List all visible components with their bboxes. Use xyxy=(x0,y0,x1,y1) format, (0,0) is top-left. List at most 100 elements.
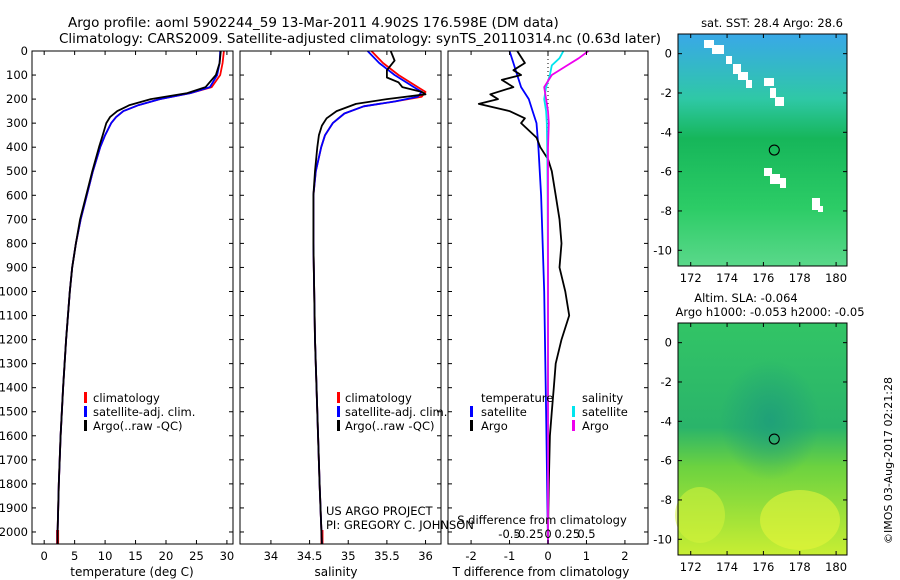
depth-tick-label: 1000 xyxy=(0,284,28,298)
x-tick-label: 34 xyxy=(264,549,279,563)
map-lat-label: -6 xyxy=(661,165,672,179)
depth-tick-label: 700 xyxy=(6,212,28,226)
depth-tick-label: 2000 xyxy=(0,525,28,539)
legend-swatch-argo xyxy=(84,420,87,431)
map-lat-label: -10 xyxy=(653,532,672,546)
sst-map-field xyxy=(678,34,847,266)
legend-title-salinity: salinity xyxy=(582,391,623,405)
salinity-tick-label: -0.5 xyxy=(498,527,520,541)
legend-swatch-sal-satellite xyxy=(572,406,575,417)
legend-swatch-temp-argo xyxy=(470,420,473,431)
series-line-climatology xyxy=(312,50,427,545)
map-lon-label: 176 xyxy=(752,271,774,285)
temperature-panel-frame xyxy=(31,50,234,545)
depth-tick-label: 1300 xyxy=(0,357,28,371)
depth-tick-label: 100 xyxy=(6,68,28,82)
sst-map-title: sat. SST: 28.4 Argo: 28.6 xyxy=(701,16,843,30)
map-lon-label: 180 xyxy=(825,560,847,574)
map-lat-label: -4 xyxy=(661,414,672,428)
sla-map-title-line2: Argo h1000: -0.053 h2000: -0.05 xyxy=(675,305,864,319)
depth-tick-label: 800 xyxy=(6,236,28,250)
legend-label-satellite: satellite-adj. clim. xyxy=(345,405,447,419)
depth-tick-label: 1200 xyxy=(0,333,28,347)
depth-tick-label: 1100 xyxy=(0,309,28,323)
map-lat-label: -4 xyxy=(661,125,672,139)
temperature-panel: 0 5 10 15 20 25 30 temperature (deg C) climato… xyxy=(31,50,235,579)
legend-swatch-satellite xyxy=(84,406,87,417)
depth-tick-label: 400 xyxy=(6,140,28,154)
map-lon-label: 176 xyxy=(752,560,774,574)
map-lat-label: -10 xyxy=(653,243,672,257)
depth-tick-label: 900 xyxy=(6,260,28,274)
x-tick-label: 35 xyxy=(341,549,356,563)
x-tick-label: -2 xyxy=(465,549,476,563)
x-tick-label: 0 xyxy=(41,549,48,563)
map-lat-label: 0 xyxy=(665,336,672,350)
sst-map: sat. SST: 28.4 Argo: 28.6 172 174 176 178 18… xyxy=(653,16,848,285)
x-tick-label: 36 xyxy=(418,549,433,563)
depth-tick-label: 0 xyxy=(21,44,28,58)
series-line-argo-raw-qc xyxy=(56,50,222,544)
legend-label-satellite: satellite-adj. clim. xyxy=(93,405,195,419)
salinity-xlabel: salinity xyxy=(314,565,357,579)
x-tick-label: 20 xyxy=(159,549,174,563)
salinity-panel: 34 34.5 35 35.5 36 salinity climatology sate… xyxy=(239,50,474,579)
x-tick-label: 1 xyxy=(583,549,590,563)
legend-swatch-argo xyxy=(337,420,340,431)
map-lon-label: 172 xyxy=(680,271,702,285)
header-title-line1: Argo profile: aoml 5902244_59 13-Mar-201… xyxy=(68,15,559,31)
sla-high-anomaly xyxy=(675,487,725,543)
sla-low-anomaly xyxy=(720,360,820,480)
cloud-mask-patches xyxy=(704,40,823,212)
map-lat-label: -6 xyxy=(661,454,672,468)
salinity-tick-label: 0.5 xyxy=(577,527,595,541)
map-lat-label: -8 xyxy=(661,204,672,218)
legend-title-temperature: temperature xyxy=(481,391,553,405)
header-title-line2: Climatology: CARS2009. Satellite-adjuste… xyxy=(59,31,661,47)
sla-map-frame xyxy=(677,322,848,556)
pi-credit: PI: GREGORY C. JOHNSON xyxy=(326,518,474,532)
difference-panel: -2 -1 0 1 2 -0.5-0.25 0 0.250.5 S difference fr… xyxy=(447,50,649,579)
series-line-satellite-adj-clim xyxy=(56,50,222,544)
x-tick-label: 0 xyxy=(544,549,551,563)
x-tick-label: 30 xyxy=(220,549,235,563)
x-tick-label: 34.5 xyxy=(297,549,323,563)
legend-label-temp-argo: Argo xyxy=(481,419,508,433)
series-line-argo-raw-qc xyxy=(312,50,427,545)
salinity-legend: climatology satellite-adj. clim. Argo(..… xyxy=(337,391,447,433)
depth-tick-label: 500 xyxy=(6,164,28,178)
depth-tick-label: 1900 xyxy=(0,501,28,515)
depth-tick-label: 1700 xyxy=(0,453,28,467)
series-line-salinity-argo xyxy=(543,50,589,544)
temperature-difference-label: T difference from climatology xyxy=(452,565,630,579)
sla-map: Altim. SLA: -0.064 Argo h1000: -0.053 h2… xyxy=(653,291,864,574)
difference-legend: temperature salinity satellite Argo sate… xyxy=(470,391,628,433)
legend-label-argo: Argo(..raw -QC) xyxy=(345,419,435,433)
x-tick-label: 10 xyxy=(98,549,113,563)
project-credit: US ARGO PROJECT xyxy=(326,504,434,518)
legend-label-argo: Argo(..raw -QC) xyxy=(93,419,183,433)
map-lat-label: -2 xyxy=(661,86,672,100)
float-position-marker xyxy=(768,433,780,445)
legend-swatch-temp-satellite xyxy=(470,406,473,417)
series-line-climatology xyxy=(56,50,225,544)
salinity-tick-label: -0.25 xyxy=(514,527,544,541)
legend-label-sal-satellite: satellite xyxy=(582,405,628,419)
imos-watermark: ©IMOS 03-Aug-2017 02:21:28 xyxy=(882,377,895,544)
legend-label-climatology: climatology xyxy=(345,391,412,405)
depth-tick-label: 200 xyxy=(6,92,28,106)
series-line-temperature-satellite xyxy=(508,50,549,545)
x-tick-label: -1 xyxy=(504,549,515,563)
depth-tick-label: 300 xyxy=(6,116,28,130)
sla-map-title-line1: Altim. SLA: -0.064 xyxy=(694,291,798,305)
map-lon-label: 180 xyxy=(825,271,847,285)
sla-high-anomaly xyxy=(760,490,840,550)
map-lat-label: -2 xyxy=(661,375,672,389)
depth-tick-label: 1500 xyxy=(0,405,28,419)
depth-tick-label: 1600 xyxy=(0,429,28,443)
salinity-tick-label: 0 xyxy=(544,527,551,541)
legend-label-sal-argo: Argo xyxy=(582,419,609,433)
x-tick-label: 5 xyxy=(71,549,78,563)
map-lon-label: 178 xyxy=(789,560,811,574)
